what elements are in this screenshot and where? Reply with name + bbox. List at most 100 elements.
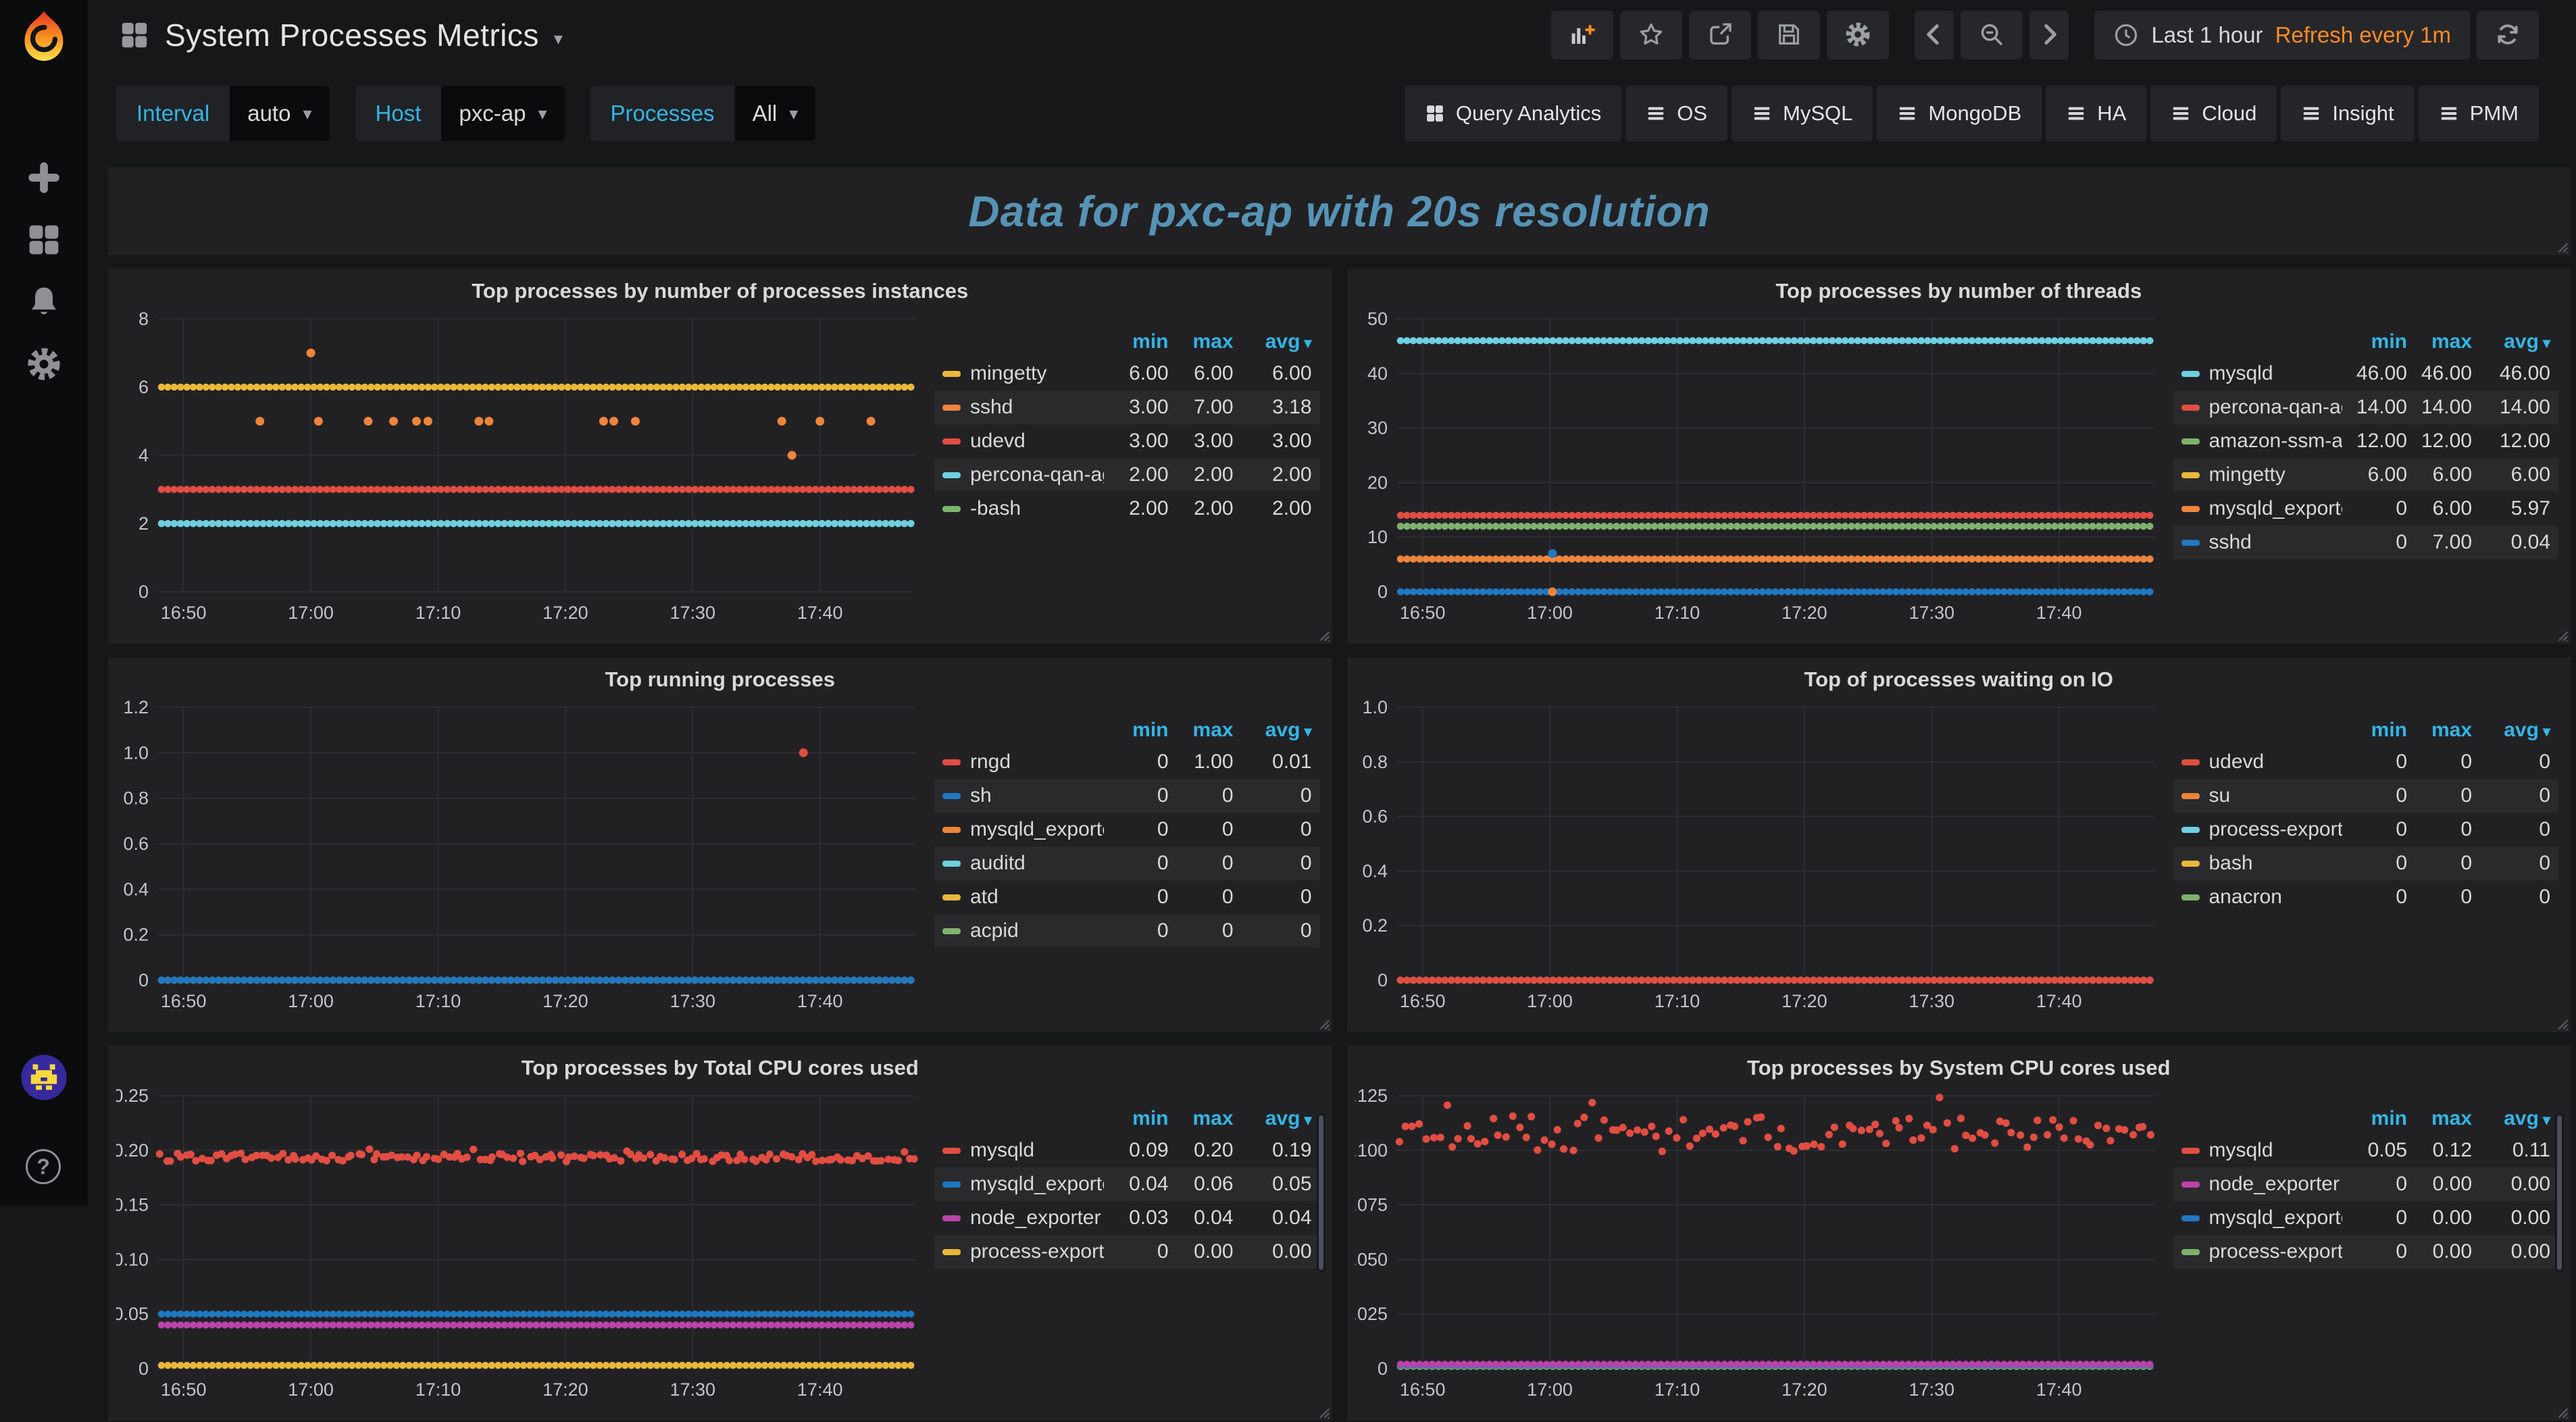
panel-title[interactable]: Top processes by number of threads [1775, 279, 2142, 303]
legend-item[interactable]: anacron [2181, 886, 2343, 909]
legend-sort-min[interactable]: min [2371, 719, 2407, 741]
share-button[interactable] [1689, 11, 1752, 59]
legend-item[interactable]: udevd [2181, 751, 2343, 773]
nav-link-ha[interactable]: HA [2046, 86, 2147, 141]
chart-canvas[interactable]: 0 0.2 0.4 0.6 0.8 1.0 1.2 16:50 17:00 17:10 17:20 1… [116, 697, 924, 1017]
panel-title[interactable]: Top processes by System CPU cores used [1746, 1056, 2171, 1080]
chart-canvas[interactable]: 0 10 20 30 40 50 16:50 17:00 17:10 17:20 17:30 17:4… [1355, 309, 2163, 629]
legend-item[interactable]: atd [942, 886, 1104, 909]
nav-link-insight[interactable]: Insight [2281, 86, 2415, 141]
legend-item[interactable]: process-exporter [2181, 818, 2342, 841]
legend-item[interactable]: amazon-ssm-agent [2181, 430, 2342, 453]
legend-item[interactable]: sh [942, 784, 1104, 807]
legend-item[interactable]: acpid [942, 919, 1104, 942]
legend-series-name: node_exporter [2208, 1173, 2340, 1195]
legend-item[interactable]: mysqld_exporter [2181, 497, 2342, 520]
chart-canvas[interactable]: 0 0.025 0.050 0.075 0.100 0.125 16:50 17:00 17:1… [1342, 1086, 2163, 1406]
legend-item[interactable]: percona-qan-agent [942, 463, 1104, 486]
legend-scrollbar[interactable] [2555, 1113, 2564, 1272]
panel-resize-handle[interactable] [2551, 236, 2569, 254]
panel-title[interactable]: Top of processes waiting on IO [1804, 667, 2114, 691]
panel-resize-handle[interactable] [1313, 1013, 1330, 1031]
legend-sort-avg[interactable]: avg ▾ [1265, 1107, 1312, 1129]
time-forward-button[interactable] [2029, 11, 2069, 59]
legend-sort-min[interactable]: min [1132, 719, 1169, 741]
legend-item[interactable]: sshd [942, 396, 1104, 419]
star-button[interactable] [1620, 11, 1683, 59]
sidebar-item-configuration[interactable] [26, 346, 62, 382]
legend-sort-max[interactable]: max [1192, 1107, 1234, 1129]
nav-link-os[interactable]: OS [1625, 86, 1728, 141]
legend-scrollbar[interactable] [1316, 1113, 1325, 1272]
legend-item[interactable]: sshd [2181, 531, 2343, 554]
nav-link-mongodb[interactable]: MongoDB [1877, 86, 2042, 141]
legend-item[interactable]: process-exporter [2181, 1240, 2342, 1263]
legend-item[interactable]: percona-qan-agent [2181, 396, 2342, 419]
svg-text:17:00: 17:00 [288, 991, 334, 1011]
dashboard-settings-button[interactable] [1827, 11, 1890, 59]
legend-sort-avg[interactable]: avg ▾ [1265, 719, 1312, 741]
legend-sort-min[interactable]: min [2371, 1107, 2407, 1129]
sidebar-item-dashboards[interactable] [26, 222, 62, 258]
legend-item[interactable]: mysqld [2181, 362, 2343, 385]
sidebar-item-create[interactable] [26, 159, 62, 196]
interval-dropdown[interactable]: auto ▾ [230, 86, 330, 141]
legend-item[interactable]: auditd [942, 852, 1104, 875]
legend-sort-avg[interactable]: avg ▾ [2504, 719, 2550, 741]
sidebar-item-user-avatar[interactable] [20, 1053, 68, 1102]
legend-item[interactable]: process-exporter [942, 1240, 1104, 1263]
grafana-logo-icon[interactable] [14, 9, 74, 69]
panel-resize-handle[interactable] [2551, 624, 2569, 642]
chart-canvas[interactable]: 0 0.05 0.10 0.15 0.20 0.25 16:50 17:00 17:10 17:2… [113, 1086, 924, 1406]
add-panel-button[interactable] [1551, 11, 1614, 59]
panel-title[interactable]: Top processes by Total CPU cores used [521, 1056, 919, 1080]
legend-item[interactable]: mysqld_exporter [942, 1173, 1104, 1196]
nav-link-query-analytics[interactable]: Query Analytics [1404, 86, 1622, 141]
legend-item[interactable]: mysqld [2181, 1139, 2343, 1162]
legend-sort-avg[interactable]: avg ▾ [2504, 1107, 2550, 1129]
save-button[interactable] [1758, 11, 1821, 59]
nav-link-mysql[interactable]: MySQL [1732, 86, 1873, 141]
legend-item[interactable]: rngd [942, 751, 1104, 773]
legend-item[interactable]: -bash [942, 497, 1104, 520]
legend-item[interactable]: mingetty [2181, 463, 2343, 486]
legend-sort-avg[interactable]: avg ▾ [1265, 330, 1312, 353]
legend-sort-max[interactable]: max [1192, 330, 1234, 353]
legend-sort-avg[interactable]: avg ▾ [2504, 330, 2550, 353]
legend-sort-min[interactable]: min [1132, 1107, 1169, 1129]
time-picker-button[interactable]: Last 1 hour Refresh every 1m [2094, 11, 2470, 59]
refresh-button[interactable] [2477, 11, 2539, 59]
nav-link-pmm[interactable]: PMM [2418, 86, 2539, 141]
host-dropdown[interactable]: pxc-ap ▾ [441, 86, 565, 141]
dashboard-title-dropdown[interactable]: System Processes Metrics ▾ [119, 17, 563, 53]
legend-item[interactable]: su [2181, 784, 2343, 807]
panel-resize-handle[interactable] [2551, 1401, 2569, 1419]
chart-canvas[interactable]: 0 0.2 0.4 0.6 0.8 1.0 16:50 17:00 17:10 17:20 17:3… [1355, 697, 2163, 1017]
legend-sort-max[interactable]: max [1192, 719, 1234, 741]
panel-title[interactable]: Top processes by number of processes ins… [472, 279, 969, 303]
legend-item[interactable]: node_exporter [2181, 1173, 2343, 1196]
panel-resize-handle[interactable] [1313, 624, 1330, 642]
time-back-button[interactable] [1915, 11, 1954, 59]
legend-sort-min[interactable]: min [1132, 330, 1169, 353]
legend-sort-max[interactable]: max [2431, 1107, 2472, 1129]
legend-sort-max[interactable]: max [2431, 719, 2472, 741]
panel-title[interactable]: Top running processes [605, 667, 835, 691]
panel-resize-handle[interactable] [2551, 1013, 2569, 1031]
processes-dropdown[interactable]: All ▾ [734, 86, 816, 141]
nav-link-cloud[interactable]: Cloud [2150, 86, 2277, 141]
legend-item[interactable]: mingetty [942, 362, 1104, 385]
legend-item[interactable]: mysqld_exporter [2181, 1207, 2342, 1229]
legend-item[interactable]: udevd [942, 430, 1104, 453]
sidebar-item-alerting[interactable] [26, 284, 62, 320]
legend-sort-max[interactable]: max [2431, 330, 2472, 353]
sidebar-item-help[interactable]: ? [26, 1149, 62, 1186]
legend-sort-min[interactable]: min [2371, 330, 2407, 353]
panel-resize-handle[interactable] [1313, 1401, 1330, 1419]
legend-item[interactable]: mysqld_exporter [942, 818, 1104, 841]
legend-item[interactable]: node_exporter [942, 1207, 1104, 1229]
legend-item[interactable]: bash [2181, 852, 2343, 875]
legend-item[interactable]: mysqld [942, 1139, 1104, 1162]
chart-canvas[interactable]: 0 2 4 6 8 16:50 17:00 17:10 17:20 17:30 17:40 [116, 309, 924, 629]
zoom-out-button[interactable] [1961, 11, 2023, 59]
